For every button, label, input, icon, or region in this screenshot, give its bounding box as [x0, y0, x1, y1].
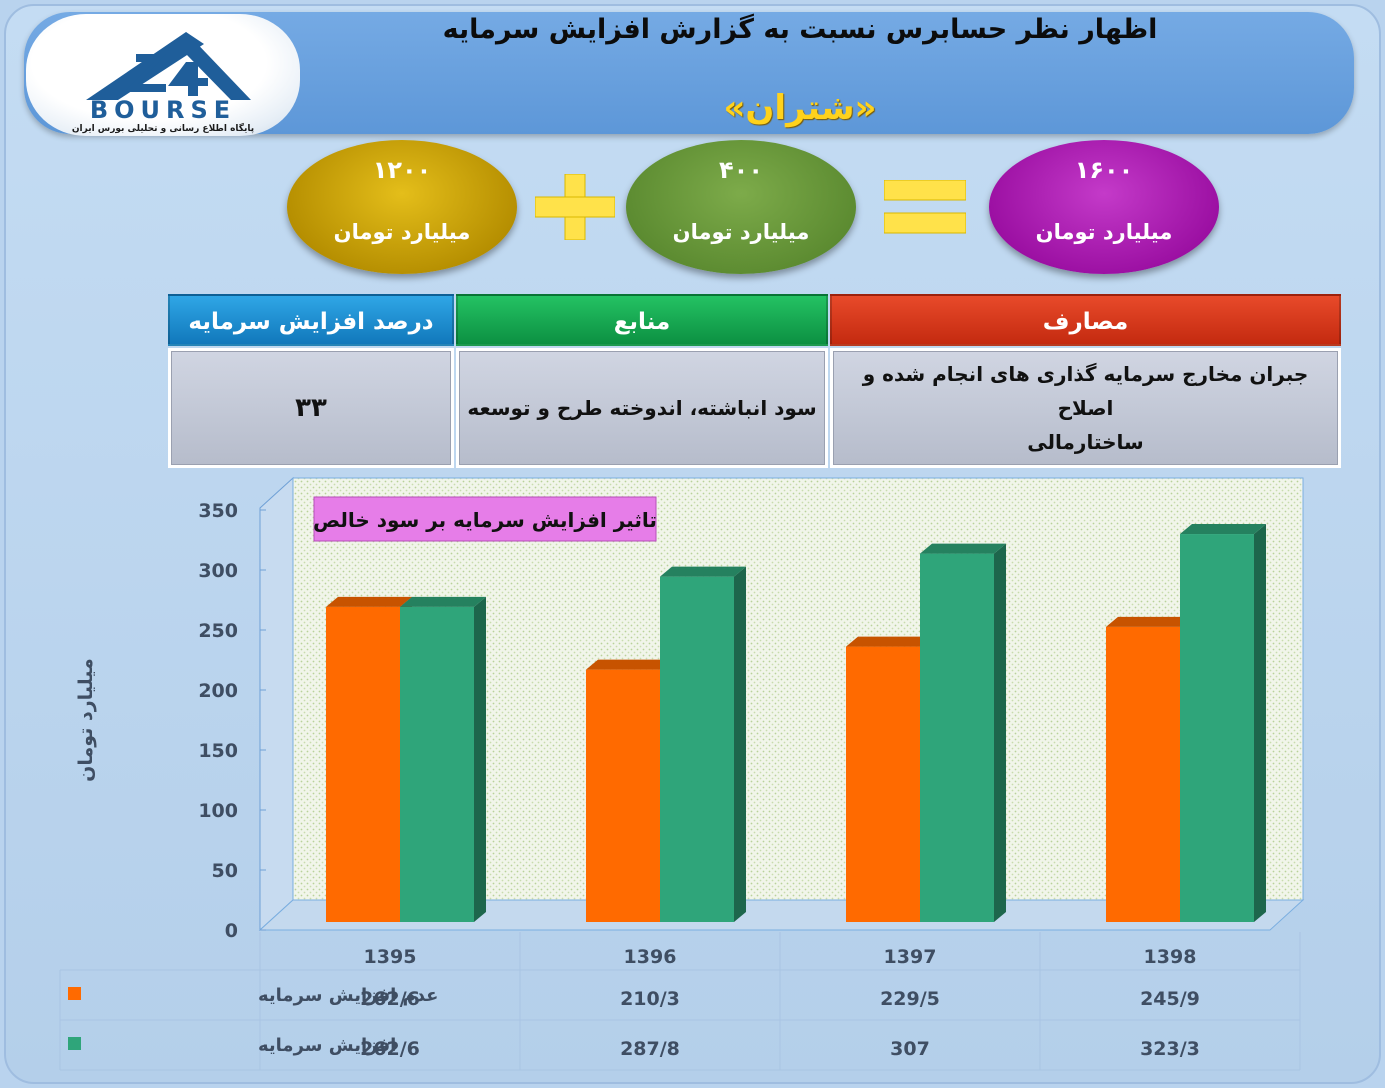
chart-title-badge [313, 496, 657, 542]
y-axis-label: میلیارد تومان [75, 658, 97, 782]
chart-title: تاثیر افزایش سرمایه بر سود خالص [313, 508, 657, 532]
legend-label: عدم افزایش سرمایه [258, 985, 438, 1006]
percent-value: ۳۳ [295, 393, 327, 423]
y-tick-label: 350 [198, 500, 238, 522]
bar-side [1254, 524, 1266, 922]
data-label: 307 [890, 1038, 930, 1060]
bar-side [734, 566, 746, 922]
logo-text: BOURSE [89, 96, 237, 124]
logo-subtitle: پایگاه اطلاع رسانی و تحلیلی بورس ایران [71, 124, 255, 134]
value-percent: ۳۳ [168, 348, 454, 468]
uses-value-line2: ساختارمالی [1027, 430, 1144, 454]
legend-swatch [68, 1037, 81, 1050]
y-tick-label: 100 [198, 800, 238, 822]
x-tick-label: 1398 [1144, 946, 1197, 968]
x-tick-label: 1397 [884, 946, 937, 968]
bar-no-increase-1397 [846, 646, 920, 922]
plus-icon [535, 174, 615, 240]
summary-right-value: ۱۶۰۰ [1074, 156, 1134, 184]
data-label: 323/3 [1140, 1038, 1200, 1060]
bar-top [1180, 524, 1266, 535]
value-sources: سود انباشته، اندوخته طرح و توسعه [456, 348, 828, 468]
summary-oval-left: ۱۲۰۰ میلیارد تومان [287, 140, 517, 274]
y-tick-label: 200 [198, 680, 238, 702]
y-tick-label: 50 [212, 860, 238, 882]
summary-oval-right: ۱۶۰۰ میلیارد تومان [989, 140, 1219, 274]
sources-value: سود انباشته، اندوخته طرح و توسعه [467, 396, 817, 420]
data-label: 245/9 [1140, 988, 1200, 1010]
bar-top [400, 596, 486, 607]
bar-top [920, 543, 1006, 554]
data-label: 287/8 [620, 1038, 680, 1060]
legend-swatch [68, 987, 81, 1000]
bar-top [586, 659, 672, 670]
bar-side [474, 596, 486, 922]
summary-oval-middle: ۴۰۰ میلیارد تومان [626, 140, 856, 274]
data-label: 229/5 [880, 988, 940, 1010]
header-uses: مصارف [830, 294, 1341, 346]
summary-right-unit: میلیارد تومان [1035, 220, 1173, 244]
logo: BOURSE پایگاه اطلاع رسانی و تحلیلی بورس … [26, 14, 300, 136]
data-label: 210/3 [620, 988, 680, 1010]
header-percent: درصد افزایش سرمایه [168, 294, 454, 346]
company-name: «شتران» [723, 88, 877, 128]
chart-side-wall [259, 476, 294, 932]
bar-side [994, 543, 1006, 922]
equals-icon [884, 180, 966, 234]
y-tick-label: 150 [198, 740, 238, 762]
bar-increase-1398 [1180, 534, 1254, 922]
bar-increase-1396 [660, 576, 734, 922]
legend-label: افزایش سرمایه [258, 1035, 396, 1056]
bar-no-increase-1398 [1106, 626, 1180, 922]
page-title: اظهار نظر حسابرس نسبت به گزارش افزایش سر… [442, 14, 1158, 45]
header-sources: منابع [456, 294, 828, 346]
summary-left-unit: میلیارد تومان [333, 220, 471, 244]
data-label: 262/6 [360, 1038, 420, 1060]
bar-top [326, 596, 412, 607]
y-tick-label: 0 [225, 920, 238, 942]
24-logo-icon [86, 32, 251, 100]
summary-middle-value: ۴۰۰ [719, 156, 763, 184]
data-label: 262/6 [360, 988, 420, 1010]
bar-increase-1395 [400, 606, 474, 922]
summary-left-value: ۱۲۰۰ [372, 156, 432, 184]
bar-top [846, 636, 932, 647]
bar-top [660, 566, 746, 577]
bar-no-increase-1395 [326, 606, 400, 922]
bar-increase-1397 [920, 553, 994, 922]
x-tick-label: 1395 [364, 946, 417, 968]
summary-middle-unit: میلیارد تومان [672, 220, 810, 244]
chart-floor [258, 899, 1305, 931]
y-tick-label: 300 [198, 560, 238, 582]
y-tick-label: 250 [198, 620, 238, 642]
x-tick-label: 1396 [624, 946, 677, 968]
value-uses: جبران مخارج سرمایه گذاری های انجام شده و… [830, 348, 1341, 468]
bar-no-increase-1396 [586, 669, 660, 922]
uses-value-line1: جبران مخارج سرمایه گذاری های انجام شده و… [862, 362, 1309, 420]
bar-top [1106, 616, 1192, 627]
